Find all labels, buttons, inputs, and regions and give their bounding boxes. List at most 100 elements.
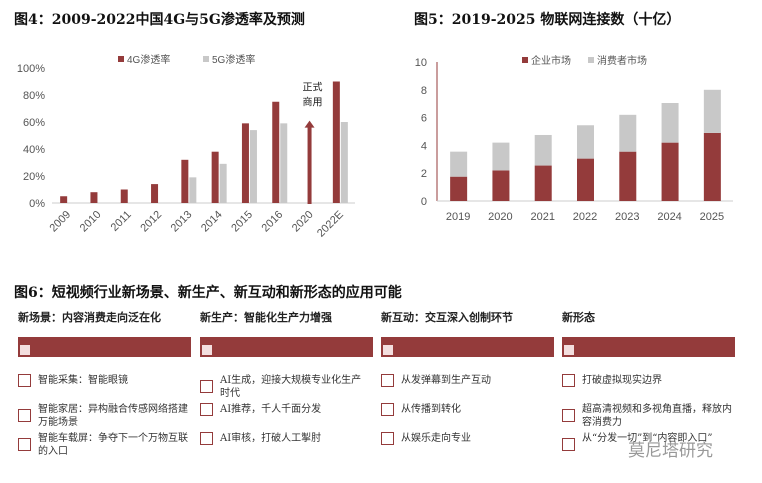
checkbox-icon — [381, 403, 394, 416]
item-text: 超高清视频和多视角直播，释放内容消费力 — [582, 404, 732, 428]
x-tick-label: 2011 — [109, 209, 134, 234]
bar-5G渗透率-2013 — [189, 177, 197, 203]
bar-4G渗透率-2009 — [60, 196, 68, 203]
y-tick-label: 0% — [29, 198, 45, 210]
banner-square-icon — [383, 345, 393, 355]
arrow-head — [304, 120, 315, 128]
legend-swatch — [522, 57, 528, 63]
y-tick-label: 0 — [421, 196, 427, 208]
x-tick-label: 2024 — [657, 211, 681, 223]
x-tick-label: 2022E — [315, 209, 346, 240]
legend-label: 4G渗透率 — [127, 53, 170, 66]
item-text: 智能车载屏：争夺下一个万物互联的入口 — [38, 433, 188, 457]
bar-5G渗透率-2014 — [219, 163, 227, 203]
x-tick-label: 2020 — [290, 209, 316, 235]
item-text: AI生成，迎接大规模专业化生产时代 — [220, 375, 362, 399]
bar-企业市场-2022 — [577, 158, 594, 201]
bar-企业市场-2023 — [619, 151, 637, 201]
y-tick-label: 8 — [421, 85, 427, 97]
y-tick-label: 80% — [23, 90, 45, 102]
y-tick-label: 6 — [421, 113, 427, 125]
annotation-text: 正式 — [303, 81, 323, 94]
fig6-column: 新形态 打破虚拟现实边界 超高清视频和多视角直播，释放内容消费力 从“分发一切”到“… — [562, 308, 735, 451]
bar-企业市场-2021 — [534, 165, 552, 201]
annotation-text: 商用 — [303, 96, 323, 109]
item-text: 智能家居：异构融合传感网络搭建万能场景 — [38, 404, 188, 428]
column-banner — [381, 337, 554, 357]
bar-4G渗透率-2012 — [151, 184, 159, 203]
legend-swatch — [588, 57, 594, 63]
y-tick-label: 20% — [23, 171, 45, 183]
banner-square-icon — [20, 345, 30, 355]
x-tick-label: 2010 — [78, 209, 104, 235]
x-tick-label: 2021 — [530, 211, 554, 223]
checkbox-icon — [18, 409, 31, 422]
column-header: 新形态 — [562, 311, 595, 324]
y-tick-label: 4 — [421, 140, 427, 152]
checkbox-icon — [381, 374, 394, 387]
column-banner — [562, 337, 735, 357]
bar-4G渗透率-2016 — [272, 101, 280, 203]
x-tick-label: 2012 — [138, 209, 164, 235]
x-tick-label: 2013 — [169, 209, 195, 235]
x-tick-label: 2023 — [615, 211, 639, 223]
banner-square-icon — [202, 345, 212, 355]
checkbox-icon — [18, 438, 31, 451]
bar-4G渗透率-2014 — [211, 151, 219, 203]
checkbox-icon — [18, 374, 31, 387]
bar-企业市场-2020 — [492, 170, 510, 201]
chart2-title: 图5：2019-2025 物联网连接数（十亿） — [414, 12, 681, 28]
bar-消费者市场-2019 — [450, 151, 468, 177]
bar-5G渗透率-2022E — [340, 122, 348, 203]
y-tick-label: 100% — [17, 63, 45, 75]
x-tick-label: 2020 — [488, 211, 512, 223]
x-tick-label: 2015 — [229, 209, 255, 235]
charts-svg: 0%20%40%60%80%100%2009 2010 2011 2012 2013 20… — [17, 53, 733, 240]
chart1-title: 图4：2009-2022中国4G与5G渗透率及预测 — [14, 12, 305, 28]
legend-label: 5G渗透率 — [212, 53, 255, 66]
bar-5G渗透率-2015 — [249, 130, 257, 203]
banner-square-icon — [564, 345, 574, 355]
y-tick-label: 40% — [23, 144, 45, 156]
checkbox-icon — [200, 403, 213, 416]
bar-4G渗透率-2022E — [332, 81, 340, 203]
item-text: 智能采集：智能眼镜 — [38, 375, 128, 386]
item-text: AI推荐，千人千面分发 — [220, 404, 322, 415]
item-text: 从“分发一切”到“内容即入口” — [582, 433, 713, 444]
legend-label: 企业市场 — [531, 54, 571, 67]
fig6-column: 新场景：内容消费走向泛在化 智能采集：智能眼镜智能家居：异构融合传感网络搭建万能… — [18, 308, 191, 457]
fig6-column: 新生产：智能化生产力增强 AI生成，迎接大规模专业化生产时代 AI推荐，千人千面分… — [200, 308, 373, 445]
bar-4G渗透率-2010 — [90, 192, 98, 203]
watermark-logo: 莫尼塔研究 — [628, 441, 713, 461]
x-tick-label: 2009 — [47, 209, 73, 235]
item-text: AI审核，打破人工掣肘 — [220, 433, 322, 444]
bar-消费者市场-2025 — [703, 89, 721, 133]
checkbox-icon — [381, 432, 394, 445]
bar-企业市场-2024 — [661, 142, 679, 201]
fig6-title: 图6：短视频行业新场景、新生产、新互动和新形态的应用可能 — [14, 285, 402, 301]
column-header: 新生产：智能化生产力增强 — [200, 311, 332, 324]
bar-5G渗透率-2016 — [280, 123, 288, 203]
item-text: 从发弹幕到生产互动 — [401, 375, 491, 386]
x-tick-label: 2016 — [260, 209, 286, 235]
x-tick-label: 2019 — [446, 211, 470, 223]
bar-4G渗透率-2015 — [241, 123, 249, 203]
checkbox-icon — [200, 380, 213, 393]
bar-企业市场-2019 — [450, 176, 468, 201]
legend-swatch — [118, 56, 124, 62]
checkbox-icon — [562, 374, 575, 387]
column-banner — [18, 337, 191, 357]
column-header: 新互动：交互深入创制环节 — [381, 311, 513, 324]
item-text: 从娱乐走向专业 — [401, 433, 471, 444]
bar-4G渗透率-2011 — [120, 189, 128, 203]
bar-消费者市场-2020 — [492, 142, 510, 171]
fig6-column: 新互动：交互深入创制环节 从发弹幕到生产互动 从传播到转化 从娱乐走向专业 — [381, 308, 554, 445]
column-header: 新场景：内容消费走向泛在化 — [18, 311, 161, 324]
checkbox-icon — [562, 438, 575, 451]
bar-消费者市场-2021 — [534, 134, 552, 166]
bar-消费者市场-2022 — [577, 125, 594, 159]
x-tick-label: 2022 — [573, 211, 597, 223]
column-banner — [200, 337, 373, 357]
checkbox-icon — [562, 409, 575, 422]
y-tick-label: 2 — [421, 168, 427, 180]
